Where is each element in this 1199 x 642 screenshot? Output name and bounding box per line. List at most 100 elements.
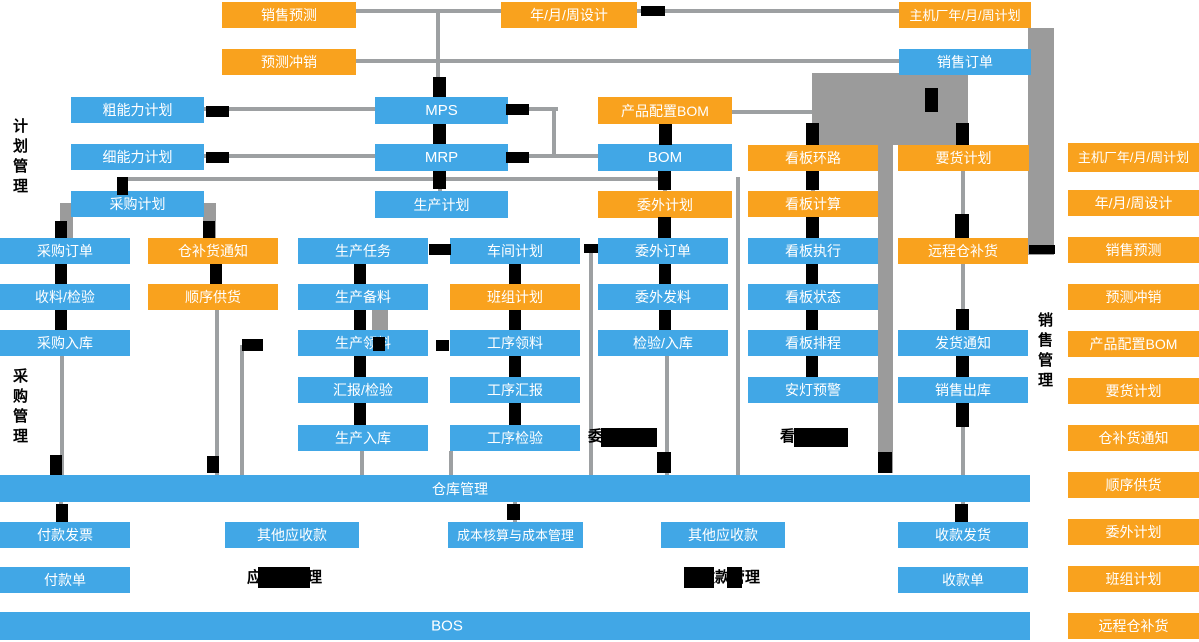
node-label: 远程仓补货 (928, 243, 998, 259)
arrow-mark (806, 217, 819, 238)
arrow-mark (658, 217, 671, 238)
arrow-mark (429, 244, 451, 255)
arrow-mark (206, 152, 229, 163)
arrow-mark (206, 106, 229, 117)
node-label: BOM (647, 149, 683, 166)
connector-block (1028, 28, 1054, 255)
node-inspect-instock: 检验/入库 (598, 330, 728, 356)
connector-line (961, 171, 965, 238)
arrow-mark (354, 403, 366, 425)
node-label: 收料/检验 (35, 289, 95, 305)
node-production-instock: 生产入库 (298, 425, 428, 451)
node-right-outsource-plan: 委外计划 (1068, 519, 1199, 545)
arrow-mark (806, 356, 818, 377)
node-label: 采购订单 (37, 243, 93, 259)
connector-block (812, 73, 968, 145)
node-team-plan: 班组计划 (450, 284, 580, 310)
node-right-sequence-supply: 顺序供货 (1068, 472, 1199, 498)
arrow-mark (354, 264, 366, 284)
redaction-bar (684, 567, 714, 588)
connector-line (665, 356, 669, 475)
node-right-wh-replenish-notice: 仓补货通知 (1068, 425, 1199, 451)
node-label: 仓补货通知 (1098, 430, 1169, 446)
node-product-config-bom: 产品配置BOM (598, 97, 732, 124)
arrow-mark (55, 264, 67, 284)
node-warehouse-mgmt-bar: 仓库管理 (0, 475, 1030, 502)
connector-line (449, 451, 453, 475)
node-production-picking: 生产领料 (298, 330, 428, 356)
node-right-team-plan: 班组计划 (1068, 566, 1199, 592)
node-kanban-execute: 看板执行 (748, 238, 878, 264)
connector-block (878, 145, 893, 473)
node-label: 工序汇报 (487, 382, 543, 398)
redaction-bar (727, 567, 742, 588)
node-label: 班组计划 (487, 289, 543, 305)
node-label: 安灯预警 (785, 382, 841, 398)
node-label: 工序领料 (487, 335, 543, 351)
arrow-mark (925, 88, 938, 112)
arrow-mark (207, 456, 219, 473)
node-label: 顺序供货 (185, 289, 241, 305)
connector-line (736, 177, 740, 475)
node-mrp: MRP (375, 144, 508, 171)
node-right-ymw-design: 年/月/周设计 (1068, 190, 1199, 216)
connector-line (637, 9, 899, 13)
node-label: 销售订单 (937, 54, 993, 70)
arrow-mark (955, 214, 969, 238)
node-label: 生产备料 (335, 289, 391, 305)
node-other-receivable-left: 其他应收款 (225, 522, 359, 548)
arrow-mark (506, 104, 529, 115)
node-label: 委外计划 (637, 196, 693, 213)
arrow-mark (956, 356, 969, 377)
arrow-mark (659, 124, 672, 145)
node-kanban-status: 看板状态 (748, 284, 878, 310)
arrow-mark (955, 504, 968, 522)
connector-line (215, 310, 219, 475)
node-rough-capacity-plan: 粗能力计划 (71, 97, 204, 123)
node-purchase-plan: 采购计划 (71, 191, 204, 217)
arrow-mark (506, 152, 529, 163)
node-label: 顺序供货 (1105, 477, 1162, 493)
node-label: MPS (425, 102, 458, 119)
node-bom: BOM (598, 144, 732, 171)
node-label: 发货通知 (935, 335, 991, 351)
arrow-mark (55, 221, 67, 238)
node-forecast-offset: 预测冲销 (222, 49, 356, 75)
node-label: 其他应收款 (257, 527, 327, 543)
node-label: 要货计划 (1105, 383, 1162, 399)
node-sequence-supply: 顺序供货 (148, 284, 278, 310)
node-label: 预测冲销 (261, 54, 317, 70)
node-label: 检验/入库 (633, 335, 693, 351)
node-other-receivable-right: 其他应收款 (661, 522, 785, 548)
connector-line (356, 9, 501, 13)
node-process-report: 工序汇报 (450, 377, 580, 403)
node-right-oem-ymw-plan: 主机厂年/月/周计划 (1068, 143, 1199, 172)
node-receipt-slip: 收款单 (898, 567, 1028, 593)
arrow-mark (373, 337, 385, 351)
node-andon-warning: 安灯预警 (748, 377, 878, 403)
arrow-mark (956, 403, 969, 427)
node-label: 付款单 (44, 572, 86, 588)
node-label: 生产任务 (335, 243, 391, 259)
node-ymw-design: 年/月/周设计 (501, 2, 637, 28)
arrow-mark (1029, 245, 1055, 254)
node-label: 细能力计划 (102, 149, 173, 165)
node-label: 车间计划 (487, 243, 543, 259)
node-production-task: 生产任务 (298, 238, 428, 264)
arrow-mark (509, 356, 521, 377)
node-production-prepare: 生产备料 (298, 284, 428, 310)
section-label-planning-mgmt: 计划管理 (11, 118, 28, 198)
node-kanban-schedule: 看板排程 (748, 330, 878, 356)
node-label: 主机厂年/月/周计划 (909, 7, 1021, 23)
node-wh-replenish-notice: 仓补货通知 (148, 238, 278, 264)
arrow-mark (354, 356, 366, 377)
redaction-bar (794, 428, 848, 447)
node-label: 看板环路 (785, 150, 841, 166)
arrow-mark (433, 124, 446, 144)
connector-line (356, 59, 899, 63)
arrow-mark (354, 310, 366, 330)
arrow-mark (507, 504, 520, 520)
node-label: 销售预测 (1105, 242, 1162, 258)
node-label: 生产入库 (335, 430, 391, 446)
redaction-bar (258, 567, 310, 588)
